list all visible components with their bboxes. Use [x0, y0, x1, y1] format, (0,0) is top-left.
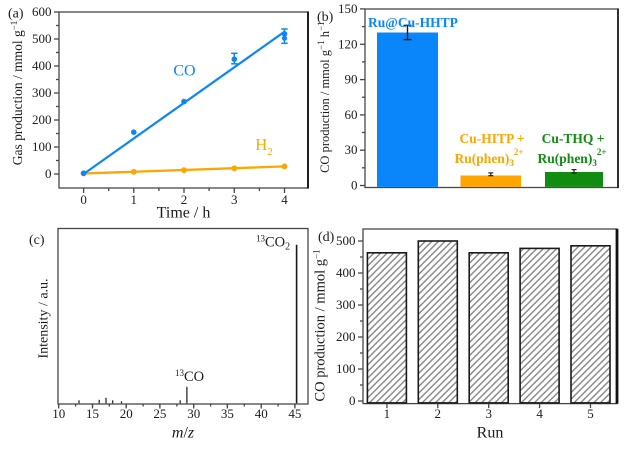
svg-text:100: 100 [32, 139, 52, 154]
svg-text:m/z: m/z [172, 425, 195, 442]
svg-text:Cu-HITP +: Cu-HITP + [459, 131, 524, 146]
svg-text:40: 40 [255, 406, 268, 421]
svg-text:400: 400 [32, 58, 52, 73]
svg-text:(c): (c) [29, 233, 45, 248]
svg-text:100: 100 [336, 361, 356, 376]
svg-text:300: 300 [32, 85, 52, 100]
svg-text:600: 600 [32, 4, 52, 19]
svg-text:30: 30 [187, 406, 200, 421]
svg-text:2: 2 [435, 406, 442, 421]
svg-text:90: 90 [345, 72, 358, 87]
svg-text:500: 500 [336, 233, 356, 248]
svg-text:CO: CO [173, 63, 195, 80]
svg-text:200: 200 [32, 112, 52, 127]
svg-text:0: 0 [80, 192, 87, 207]
svg-text:3: 3 [231, 192, 238, 207]
svg-text:45: 45 [288, 406, 301, 421]
svg-text:Ru@Cu-HHTP: Ru@Cu-HHTP [368, 15, 458, 30]
svg-text:Time / h: Time / h [157, 205, 211, 222]
svg-text:25: 25 [153, 406, 166, 421]
svg-text:3: 3 [485, 406, 492, 421]
svg-text:4: 4 [536, 406, 543, 421]
svg-text:0: 0 [351, 178, 358, 193]
svg-text:35: 35 [221, 406, 234, 421]
svg-text:20: 20 [120, 406, 133, 421]
svg-text:0: 0 [349, 393, 356, 408]
svg-text:13CO2: 13CO2 [256, 234, 290, 253]
svg-text:Ru(phen)32+: Ru(phen)32+ [455, 147, 524, 168]
svg-text:0: 0 [45, 166, 52, 181]
svg-text:4: 4 [281, 192, 288, 207]
svg-text:150: 150 [338, 1, 358, 16]
svg-text:Cu-THQ +: Cu-THQ + [542, 131, 605, 146]
svg-text:Intensity / a.u.: Intensity / a.u. [37, 278, 52, 358]
svg-text:60: 60 [345, 107, 358, 122]
svg-text:15: 15 [86, 406, 99, 421]
svg-text:(b): (b) [317, 10, 334, 25]
svg-text:CO production / mmol g−1 h−1: CO production / mmol g−1 h−1 [316, 21, 332, 172]
svg-text:Gas production / mmol g−1: Gas production / mmol g−1 [9, 21, 25, 166]
svg-text:120: 120 [338, 36, 358, 51]
svg-text:Ru(phen)32+: Ru(phen)32+ [538, 147, 607, 168]
svg-text:1: 1 [131, 192, 138, 207]
svg-text:30: 30 [345, 142, 358, 157]
svg-text:Run: Run [477, 425, 504, 442]
svg-text:10: 10 [52, 406, 65, 421]
svg-text:2: 2 [181, 192, 188, 207]
svg-text:1: 1 [384, 406, 391, 421]
svg-text:500: 500 [32, 31, 52, 46]
svg-text:CO production / mmol g−1: CO production / mmol g−1 [312, 249, 329, 401]
svg-text:400: 400 [336, 265, 356, 280]
svg-text:(a): (a) [8, 7, 24, 22]
svg-text:200: 200 [336, 329, 356, 344]
svg-text:(d): (d) [318, 230, 335, 245]
svg-text:300: 300 [336, 297, 356, 312]
svg-text:5: 5 [587, 406, 594, 421]
svg-text:13CO: 13CO [175, 368, 204, 385]
